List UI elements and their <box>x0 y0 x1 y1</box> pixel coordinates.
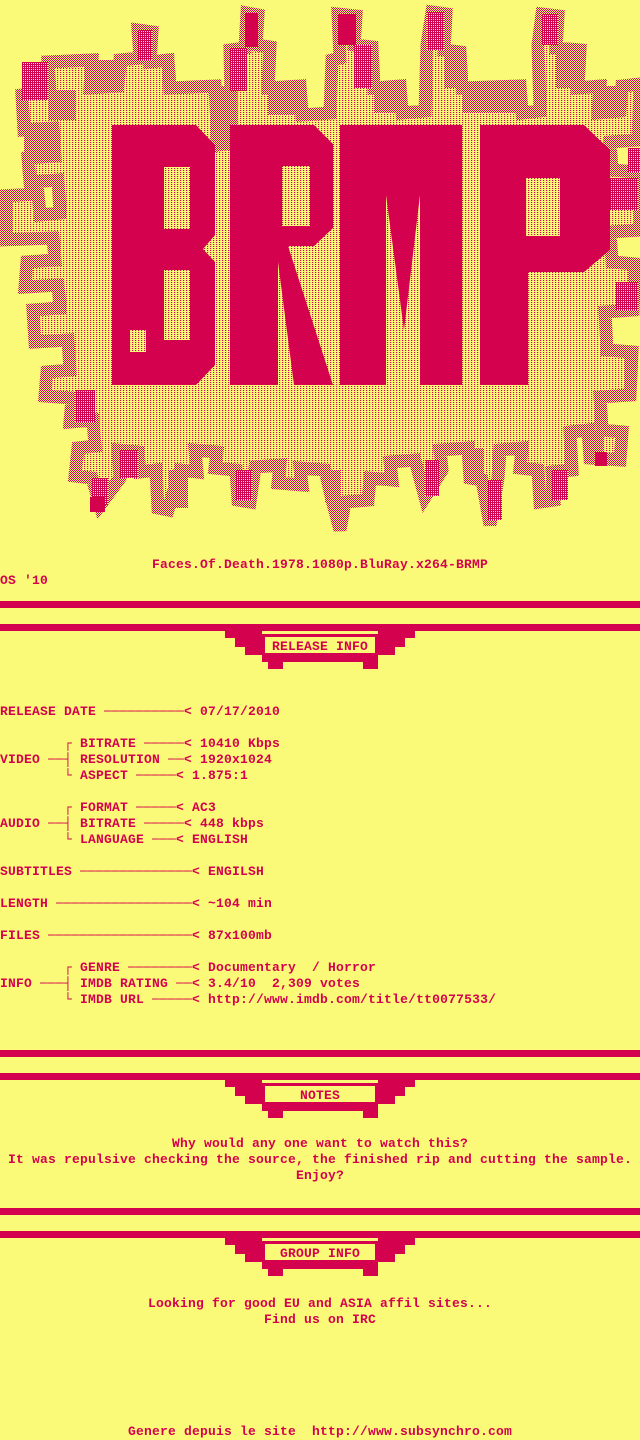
release-name: Faces.Of.Death.1978.1080p.BluRay.x264-BR… <box>151 557 489 572</box>
group-info-banner: GROUP INFO <box>225 1237 415 1276</box>
release-info-body: RELEASE DATE ──────────< 07/17/2010 ┌ BI… <box>0 704 497 1007</box>
group-info-body: Looking for good EU and ASIA affil sites… <box>147 1296 493 1327</box>
brmp-logo: BRMP <box>0 4 640 532</box>
group-info-title: GROUP INFO <box>280 1246 360 1261</box>
notes-banner: NOTES <box>225 1079 415 1118</box>
divider-bar <box>0 624 640 631</box>
divider-bar <box>0 1073 640 1080</box>
notes-body: Why would any one want to watch this? It… <box>7 1136 633 1183</box>
release-info-title: RELEASE INFO <box>272 639 368 654</box>
splat-edge-blocks <box>0 12 640 520</box>
divider-bar <box>0 601 640 608</box>
divider-bar <box>0 1050 640 1057</box>
notes-title: NOTES <box>300 1088 340 1103</box>
tagline: OS '10 <box>0 573 49 588</box>
brmp-letters <box>112 125 610 385</box>
divider-bar <box>0 1208 640 1215</box>
release-info-banner: RELEASE INFO <box>225 630 415 669</box>
footer-credit: Genere depuis le site http://www.subsync… <box>127 1424 513 1439</box>
divider-bar <box>0 1231 640 1238</box>
